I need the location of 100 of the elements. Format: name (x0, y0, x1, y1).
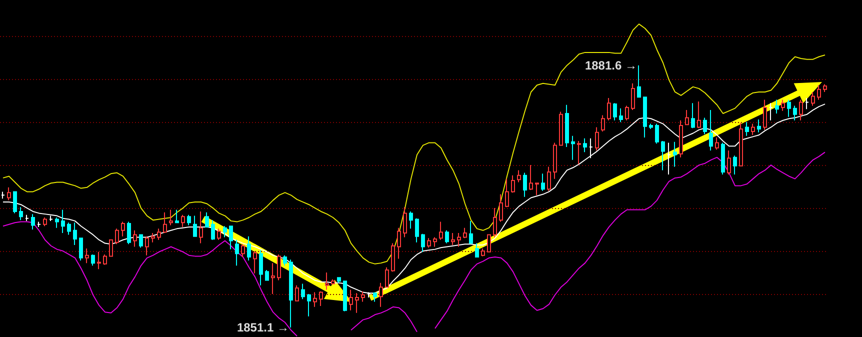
candlestick (619, 108, 623, 123)
candlestick (115, 228, 119, 245)
candlestick (607, 98, 611, 121)
candlestick (349, 289, 353, 311)
candlestick (577, 140, 581, 165)
candlestick (541, 173, 545, 192)
candlestick (85, 248, 89, 264)
candlestick (319, 290, 323, 307)
candlestick (547, 166, 551, 192)
candlestick (475, 242, 479, 258)
candlestick (97, 251, 101, 270)
candlestick (655, 123, 659, 144)
candlestick (625, 105, 629, 121)
candlestick (421, 233, 425, 252)
candlestick (403, 206, 407, 238)
candlestick (517, 170, 521, 183)
candlestick (1, 191, 5, 200)
candlestick (61, 209, 65, 234)
candlestick (661, 140, 665, 171)
candlestick (331, 278, 335, 286)
candlestick (529, 164, 533, 190)
annotation: 1881.6 → (584, 58, 637, 72)
candlestick (715, 137, 719, 150)
candlestick (757, 118, 761, 133)
candlestick (187, 214, 191, 226)
candlestick (49, 215, 53, 222)
candlestick (37, 221, 41, 228)
candlestick (127, 221, 131, 245)
candlestick (649, 123, 653, 130)
candlestick (499, 194, 503, 222)
candlestick (337, 277, 341, 284)
candlestick (301, 283, 305, 300)
candlestick (487, 234, 491, 252)
candlestick (751, 123, 755, 136)
candlestick (793, 105, 797, 121)
candlestick (721, 142, 725, 176)
candlestick (391, 242, 395, 272)
candlestick (223, 226, 227, 238)
candlestick (463, 227, 467, 239)
candlestick (361, 290, 365, 302)
candlestick (199, 210, 203, 244)
candlestick (121, 221, 125, 237)
candlestick (73, 222, 77, 246)
candlestick (805, 98, 809, 110)
candlestick (565, 104, 569, 148)
candlestick (679, 120, 683, 158)
candlestick (103, 254, 107, 266)
candlestick (205, 212, 209, 228)
candlestick (781, 99, 785, 112)
candlestick (451, 232, 455, 246)
candlestick (433, 236, 437, 248)
candlestick (559, 111, 563, 146)
candlestick (343, 280, 347, 312)
candlestick (247, 236, 251, 261)
candlestick (673, 141, 677, 168)
candlestick (151, 232, 155, 243)
candlestick (373, 292, 377, 302)
candlestick (169, 209, 173, 226)
candlestick (709, 110, 713, 151)
candlestick (691, 102, 695, 129)
candlestick (739, 122, 743, 166)
candlestick (79, 238, 83, 261)
candlestick (139, 234, 143, 248)
candlestick (181, 214, 185, 228)
candlestick (445, 230, 449, 244)
candlestick (667, 142, 671, 176)
candlestick (493, 208, 497, 238)
candlestick (109, 239, 113, 257)
candlestick (535, 182, 539, 196)
candlestick (355, 292, 359, 314)
candlestick (811, 91, 815, 106)
candlestick (265, 269, 269, 281)
candlestick (799, 99, 803, 121)
candlestick (235, 239, 239, 266)
candlestick (175, 209, 179, 224)
candlestick (775, 99, 779, 114)
candlestick (415, 218, 419, 243)
candlestick (307, 294, 311, 317)
candlestick (727, 150, 731, 176)
candlestick (193, 215, 197, 237)
candlestick (745, 122, 749, 136)
candlestick (631, 82, 635, 111)
candlestick (505, 178, 509, 208)
candlestick (211, 220, 215, 240)
candlestick (589, 138, 593, 159)
candlestick (43, 217, 47, 227)
candlestick (283, 254, 287, 266)
candlestick (817, 84, 821, 100)
candlestick (217, 228, 221, 240)
candlestick (769, 102, 773, 121)
candlestick (685, 110, 689, 126)
candlestick (7, 186, 11, 201)
candlestick (595, 126, 599, 151)
candlestick (481, 248, 485, 257)
candlestick (643, 96, 647, 138)
candlestick (133, 230, 137, 248)
candlestick (613, 102, 617, 121)
candlestick (571, 135, 575, 160)
candlestick (457, 232, 461, 248)
candlestick (67, 222, 71, 236)
